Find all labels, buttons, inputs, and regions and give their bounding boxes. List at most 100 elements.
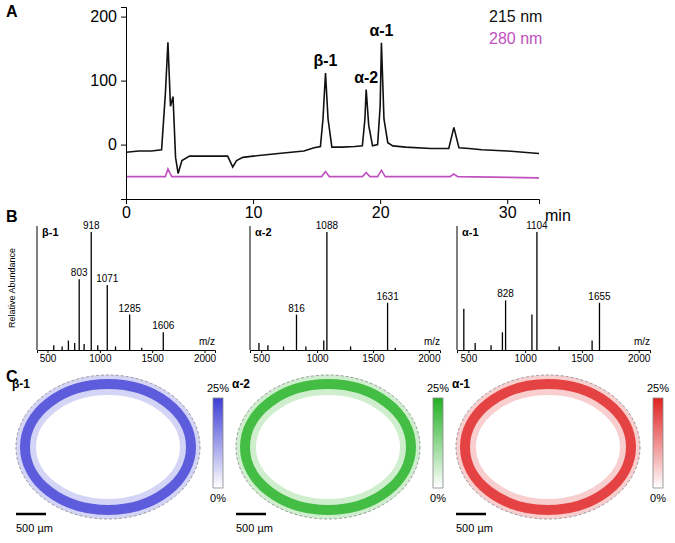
- image-title: β-1: [12, 377, 30, 391]
- tick-label: 0: [108, 136, 117, 153]
- legend-entry: 280 nm: [489, 30, 542, 47]
- tick: 2000: [194, 350, 217, 364]
- peak-annotation: β-1: [314, 52, 338, 69]
- x-axis: 500100015002000: [251, 350, 441, 364]
- tick: 2000: [418, 350, 441, 364]
- tick-label: 2000: [418, 353, 441, 364]
- tick: 1500: [571, 350, 594, 364]
- peak-label: 1071: [96, 273, 119, 284]
- tick-label: 1500: [571, 353, 594, 364]
- tissue-signal: [465, 384, 631, 510]
- x-axis-title: m/z: [424, 336, 440, 347]
- color-bar-label: 0%: [430, 492, 446, 504]
- peak: [599, 303, 600, 350]
- tick: 20: [372, 199, 390, 221]
- plot-area: [126, 42, 539, 178]
- tick-label: 1500: [362, 353, 385, 364]
- tick-label: 1000: [514, 353, 537, 364]
- peak-label: 1285: [119, 303, 142, 314]
- tick: 1000: [306, 350, 329, 364]
- peak: [387, 303, 388, 350]
- tissue-signal-halo: [246, 385, 410, 509]
- chart-title: α-1: [462, 226, 479, 238]
- peak: [323, 341, 324, 350]
- image-title: α-1: [452, 377, 470, 391]
- tissue-signal: [245, 384, 411, 510]
- peak: [296, 315, 297, 350]
- scale-bar: [236, 513, 266, 516]
- tick: 2000: [628, 350, 651, 364]
- peak-label: 1104: [526, 220, 548, 231]
- color-bar-label: 25%: [647, 382, 669, 394]
- peak-label: 828: [497, 288, 514, 299]
- image-title: α-2: [232, 377, 250, 391]
- tissue-signal-halo: [466, 385, 630, 509]
- tick-label: 500: [40, 353, 57, 364]
- scale-bar-label: 500 µm: [236, 522, 273, 534]
- axis-line: [38, 351, 216, 354]
- peak: [267, 345, 268, 350]
- scale-bar: [456, 513, 486, 516]
- peak: [536, 232, 537, 350]
- peak-label: 1631: [376, 291, 399, 302]
- trace: [126, 42, 539, 173]
- peak: [129, 315, 130, 350]
- axis-line: [251, 351, 441, 354]
- color-bar: [653, 398, 663, 488]
- scale-bar-label: 500 µm: [456, 522, 493, 534]
- y-axis: 0 100 200: [90, 8, 126, 200]
- peak: [305, 346, 306, 350]
- tick-label: 2000: [194, 353, 217, 364]
- peak: [115, 346, 116, 350]
- x-axis-title: m/z: [634, 336, 650, 347]
- chart-title: α-2: [255, 226, 272, 238]
- trace: [126, 169, 539, 178]
- peak: [97, 345, 98, 350]
- mass-spectrum: 500 1000 1500 2000 α-1 m/z 828 1104 1655: [457, 220, 651, 364]
- peak-label: 1606: [152, 320, 175, 331]
- y-axis-line: [37, 226, 38, 350]
- tick-mark: [121, 145, 126, 146]
- ion-image: β-125%0%500 µm: [12, 375, 229, 534]
- peak: [83, 344, 84, 350]
- peak: [326, 232, 327, 350]
- color-bar: [213, 398, 223, 488]
- peak-label: 918: [83, 220, 100, 231]
- peak: [107, 285, 108, 350]
- legend-entry: 215 nm: [489, 8, 542, 25]
- ion-image: α-225%0%500 µm: [232, 375, 449, 534]
- peak: [53, 345, 54, 350]
- peak: [463, 309, 464, 350]
- peak-annotation: α-2: [354, 69, 378, 86]
- peak: [490, 345, 491, 350]
- scale-bar-label: 500 µm: [16, 522, 53, 534]
- tick: 10: [245, 199, 263, 221]
- peak: [395, 348, 396, 350]
- tick-label: 0: [122, 204, 131, 221]
- x-axis: 0 10 20 30: [122, 199, 539, 221]
- peak: [591, 341, 592, 350]
- peak: [141, 348, 142, 350]
- tick-label: 30: [499, 204, 517, 221]
- tick-label: 500: [461, 353, 478, 364]
- color-bar-label: 0%: [210, 492, 226, 504]
- tick-label: 2000: [628, 353, 651, 364]
- peak: [559, 346, 560, 350]
- tick-label: 200: [90, 8, 117, 25]
- tick-mark: [121, 81, 126, 82]
- peak-label: 1655: [588, 291, 611, 302]
- figure: ABC01002000102030minβ-1α-2α-1215 nm280 n…: [0, 0, 675, 543]
- axis-line: [121, 8, 127, 200]
- y-axis-line: [250, 226, 251, 350]
- x-axis: 500100015002000: [38, 350, 217, 364]
- tissue-outline: [456, 375, 640, 519]
- peak: [91, 232, 92, 350]
- panel-label: B: [6, 208, 18, 225]
- tick: 1000: [514, 350, 537, 364]
- tick-label: 100: [90, 72, 117, 89]
- mass-spectrum: 500100015002000α-2m/z81610881631: [250, 220, 441, 364]
- peak: [505, 300, 506, 350]
- y-axis-line: [457, 226, 458, 350]
- tick: 0: [108, 136, 126, 153]
- peak: [79, 279, 80, 350]
